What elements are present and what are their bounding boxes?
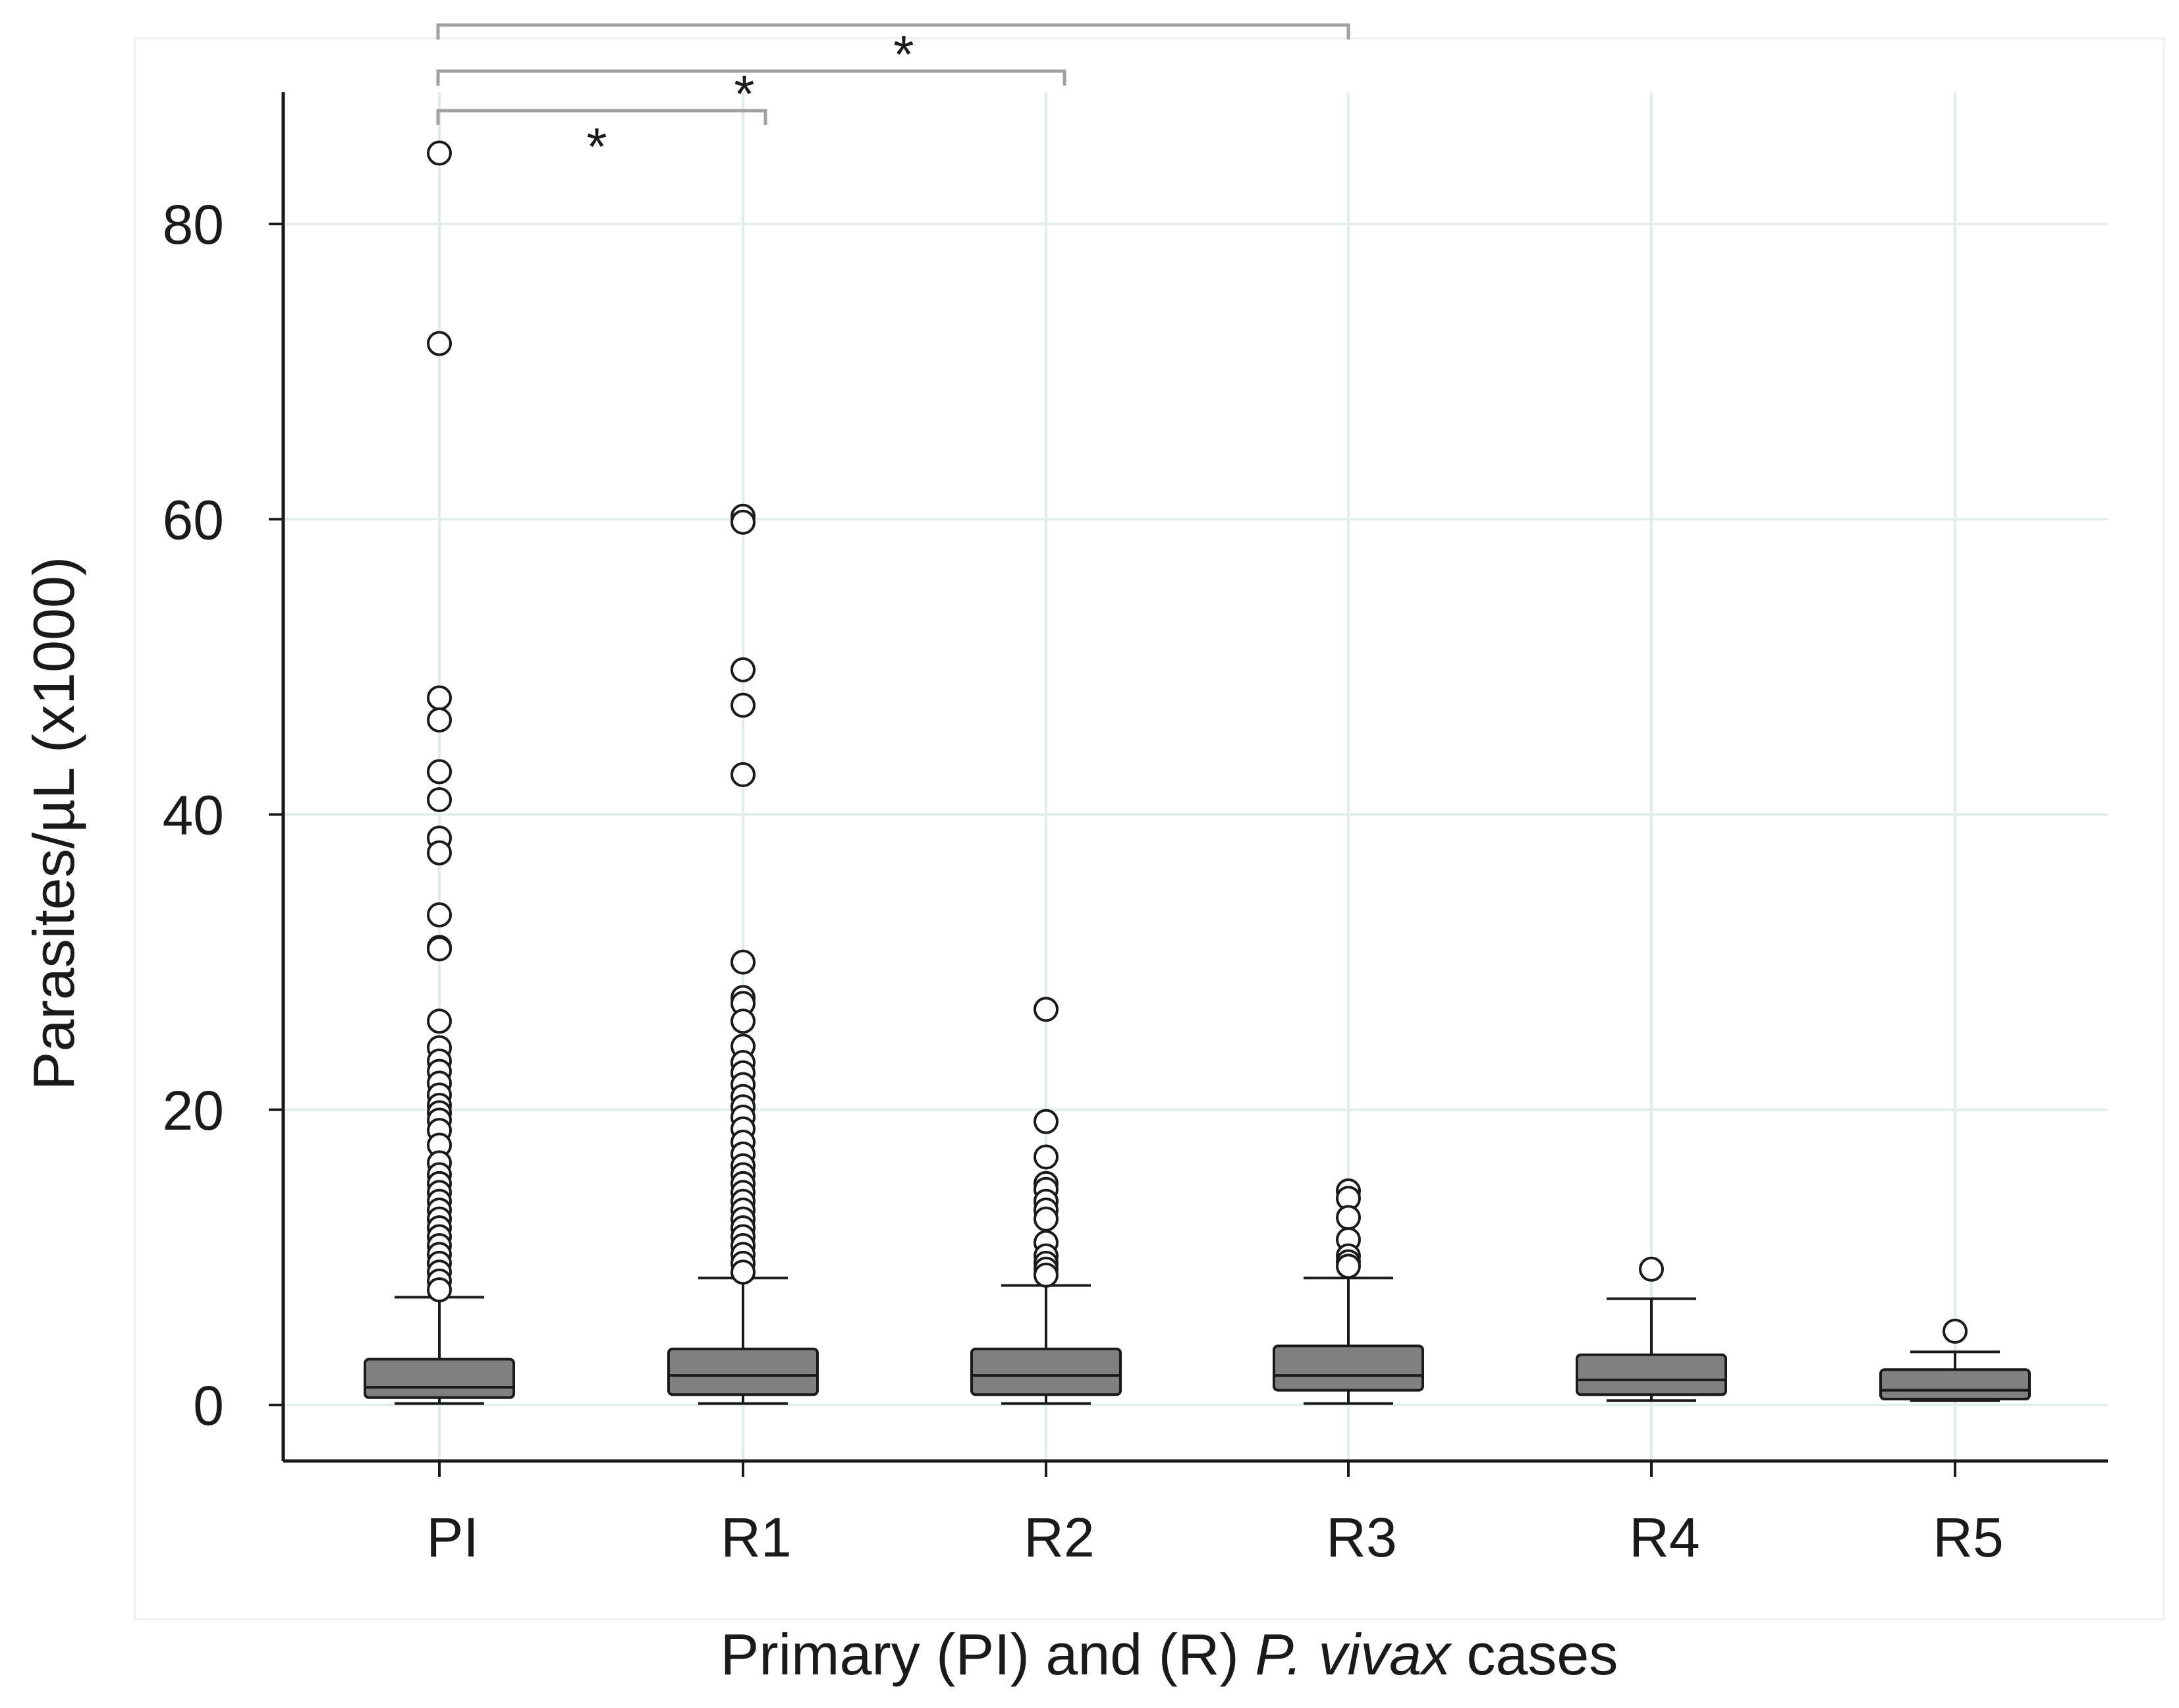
significance-star: * xyxy=(586,117,607,176)
y-tick-label: 40 xyxy=(163,785,224,846)
significance-brackets: **** xyxy=(436,23,1350,176)
box-iqr xyxy=(364,1358,515,1399)
box-group-pi xyxy=(364,140,515,1405)
outer-frame xyxy=(134,37,2165,1620)
x-tick-label: PI xyxy=(426,1506,478,1568)
outlier-point xyxy=(1034,1206,1059,1232)
outlier-point xyxy=(731,692,756,718)
box-group-r5 xyxy=(1879,1318,2031,1402)
box-group-r4 xyxy=(1576,1256,1727,1402)
outlier-point xyxy=(427,840,452,866)
y-tick-label: 0 xyxy=(193,1375,224,1437)
x-tick-label: R2 xyxy=(1024,1506,1094,1568)
outlier-point xyxy=(427,707,452,733)
axes-layer: 0 20 40 60 80 PI R1 R2 R3 R4 R5 xyxy=(163,92,2108,1568)
outlier-point xyxy=(731,1008,756,1034)
x-axis-title-part: Primary (PI) and (R) xyxy=(721,1622,1255,1687)
sig-bracket xyxy=(436,109,767,125)
y-axis-title: Parasites/µL (x1000) xyxy=(21,557,86,1090)
outlier-point xyxy=(427,902,452,927)
outlier-point xyxy=(1034,1262,1059,1288)
y-tick-label: 60 xyxy=(163,489,224,551)
y-tick-label: 80 xyxy=(163,194,224,256)
outlier-point xyxy=(731,949,756,975)
boxes-layer xyxy=(364,140,2031,1405)
outlier-point xyxy=(731,1259,756,1285)
outlier-point xyxy=(427,331,452,356)
grid-layer xyxy=(283,92,2108,1461)
sig-bracket xyxy=(436,69,1066,86)
x-tick-label: R1 xyxy=(721,1506,791,1568)
outlier-point xyxy=(427,1008,452,1034)
significance-star: * xyxy=(893,25,914,84)
box-iqr xyxy=(1879,1368,2031,1401)
significance-star: * xyxy=(734,65,754,123)
outlier-point xyxy=(1336,1253,1361,1279)
box-iqr xyxy=(1273,1344,1424,1392)
box-group-r3 xyxy=(1273,1178,1424,1405)
outlier-point xyxy=(731,657,756,682)
sig-bracket xyxy=(436,23,1350,40)
outlier-point xyxy=(427,936,452,962)
box-iqr xyxy=(1576,1353,1727,1396)
y-tick-label: 20 xyxy=(163,1080,224,1142)
outlier-point xyxy=(1336,1205,1361,1230)
outlier-point xyxy=(427,787,452,813)
box-iqr xyxy=(667,1347,819,1396)
x-tick-label: R3 xyxy=(1326,1506,1396,1568)
outlier-point xyxy=(1034,1144,1059,1170)
x-axis-title: Primary (PI) and (R) P. vivax cases xyxy=(721,1622,1618,1687)
x-axis-title-italic: P. vivax xyxy=(1255,1622,1452,1687)
outlier-point xyxy=(427,1277,452,1303)
outlier-point xyxy=(731,509,756,535)
x-axis-title-part: cases xyxy=(1450,1622,1618,1687)
outlier-point xyxy=(427,685,452,711)
outlier-point xyxy=(427,759,452,785)
box-group-r1 xyxy=(667,503,819,1405)
outlier-point xyxy=(1034,1109,1059,1134)
outlier-point xyxy=(1034,997,1059,1022)
outlier-point xyxy=(427,140,452,166)
outlier-point xyxy=(1639,1256,1664,1282)
box-iqr xyxy=(970,1347,1122,1396)
x-tick-label: R5 xyxy=(1933,1506,2003,1568)
outlier-point xyxy=(1943,1318,1968,1344)
box-group-r2 xyxy=(970,997,1122,1405)
outlier-point xyxy=(731,761,756,787)
x-tick-label: R4 xyxy=(1629,1506,1699,1568)
